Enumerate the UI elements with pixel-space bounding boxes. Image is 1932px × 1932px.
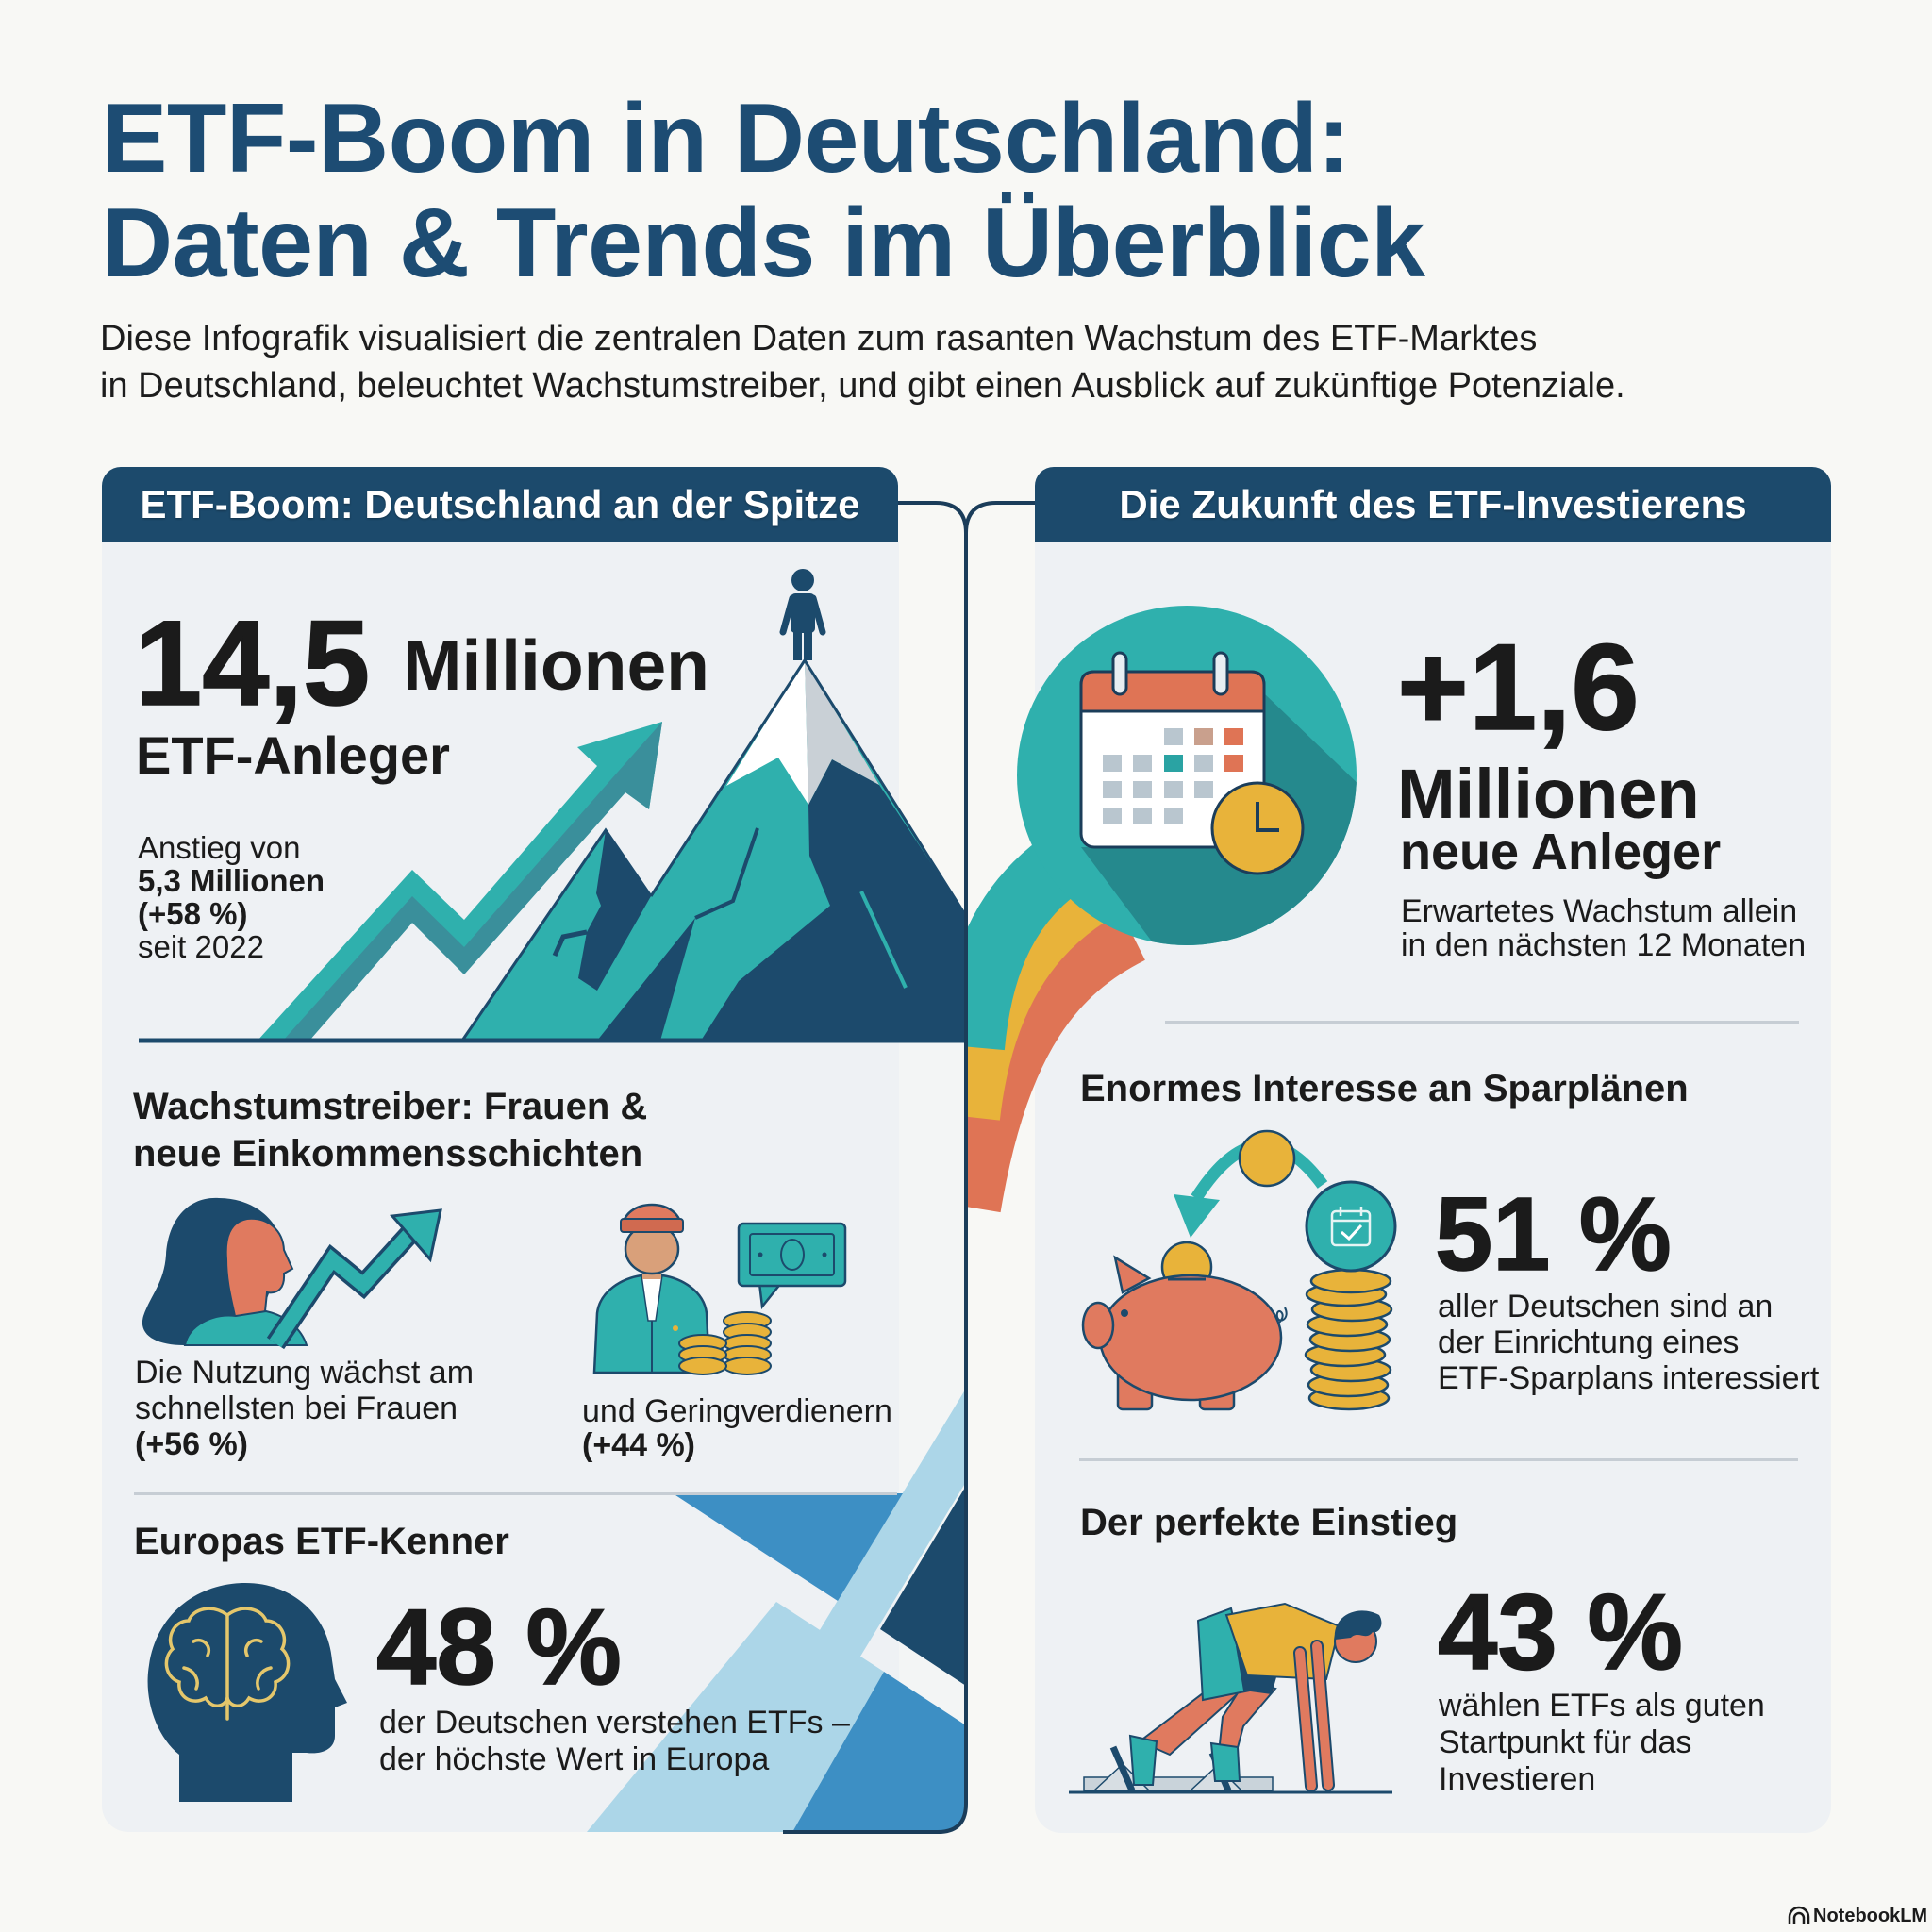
text-line: Investieren [1439,1761,1596,1797]
new-investors-label: neue Anleger [1400,824,1722,880]
entry-point-text: wählen ETFs als guten Startpunkt für das… [1439,1688,1765,1798]
investors-unit: Millionen [403,625,709,705]
entry-point-value: 43 % [1437,1573,1683,1692]
person-icon [779,569,826,660]
subtitle-line-2: in Deutschland, beleuchtet Wachstumstrei… [100,366,1625,406]
text-line: aller Deutschen sind an [1438,1289,1774,1324]
new-investors-value: +1,6 [1396,618,1640,756]
clock-icon [1210,781,1305,875]
money-bubble-icon [737,1222,847,1310]
women-growth-percent: (+56 %) [135,1426,248,1462]
savings-plans-heading: Enormes Interesse an Sparplänen [1080,1068,1689,1109]
left-panel-header: ETF-Boom: Deutschland an der Spitze [102,467,898,542]
subtitle-line-1: Diese Infografik visualisiert die zentra… [100,319,1538,358]
heading-line: neue Einkommensschichten [133,1133,643,1174]
text-line: der höchste Wert in Europa [379,1741,770,1777]
low-earners-growth-percent: (+44 %) [582,1427,695,1463]
right-panel-header: Die Zukunft des ETF-Investierens [1035,467,1831,542]
text-line: Erwartetes Wachstum allein [1401,893,1798,929]
entry-point-heading: Der perfekte Einstieg [1080,1502,1458,1543]
title-line-1: ETF-Boom in Deutschland: [102,84,1350,193]
coin-stack-icon [1304,1268,1393,1411]
text-line: und Geringverdienern [582,1393,892,1429]
page-title: ETF-Boom in Deutschland: Daten & Trends … [102,84,1425,298]
calendar-grid [1103,728,1243,824]
text-line: wählen ETFs als guten [1439,1688,1765,1724]
savings-plans-text: aller Deutschen sind an der Einrichtung … [1438,1289,1819,1396]
savings-plans-value: 51 % [1434,1176,1672,1292]
trend-arrow-icon [258,722,662,1041]
text-line: Die Nutzung wächst am [135,1355,475,1391]
text-line: ETF-Sparplans interessiert [1438,1360,1820,1396]
growth-note-absolute: 5,3 Millionen [138,863,325,898]
brand-watermark: NotebookLM [1813,1906,1928,1926]
etf-knowledge-heading: Europas ETF-Kenner [134,1521,509,1562]
title-line-2: Daten & Trends im Überblick [102,189,1425,298]
text-line: schnellsten bei Frauen [135,1391,458,1426]
growth-note-percent: (+58 %) [138,896,248,931]
woman-growth-icon [142,1197,442,1350]
calendar-check-icon [1305,1180,1397,1273]
coin-stack-icon [678,1311,772,1375]
new-investors-text: Erwartetes Wachstum allein in den nächst… [1401,894,1806,962]
page-subtitle: Diese Infografik visualisiert die zentra… [100,315,1625,409]
text-line: der Deutschen verstehen ETFs – [379,1705,850,1740]
sprinter-start-icon [1069,1602,1392,1794]
women-growth-text: Die Nutzung wächst am schnellsten bei Fr… [135,1355,474,1462]
calendar-clock-icon [968,606,1357,1213]
notebooklm-logo-icon [1788,1906,1810,1924]
left-divider [134,1492,897,1495]
growth-note-line: seit 2022 [138,929,264,964]
mountain-summit-icon [139,569,966,1043]
etf-knowledge-value: 48 % [375,1588,622,1707]
investors-label: ETF-Anleger [136,725,450,785]
right-divider-2 [1079,1458,1798,1461]
new-investors-unit: Millionen [1397,755,1700,833]
piggy-bank-icon [1081,1129,1397,1411]
right-divider-1 [1165,1021,1799,1024]
etf-knowledge-text: der Deutschen verstehen ETFs – der höchs… [379,1705,850,1778]
investors-growth-note: Anstieg von 5,3 Millionen (+58 %) seit 2… [138,831,325,963]
geometric-decoration [587,1387,966,1832]
investors-value: 14,5 [134,596,371,731]
panel-connector [783,501,1035,1834]
low-earners-growth-text: und Geringverdienern (+44 %) [582,1394,892,1462]
heading-line: Wachstumstreiber: Frauen & [133,1086,648,1127]
text-line: der Einrichtung eines [1438,1324,1740,1360]
growth-note-line: Anstieg von [138,830,301,865]
brain-head-icon [147,1583,347,1802]
text-line: in den nächsten 12 Monaten [1401,927,1807,963]
growth-drivers-heading: Wachstumstreiber: Frauen & neue Einkomme… [133,1083,647,1177]
text-line: Startpunkt für das [1439,1724,1692,1760]
worker-money-icon [592,1203,847,1375]
